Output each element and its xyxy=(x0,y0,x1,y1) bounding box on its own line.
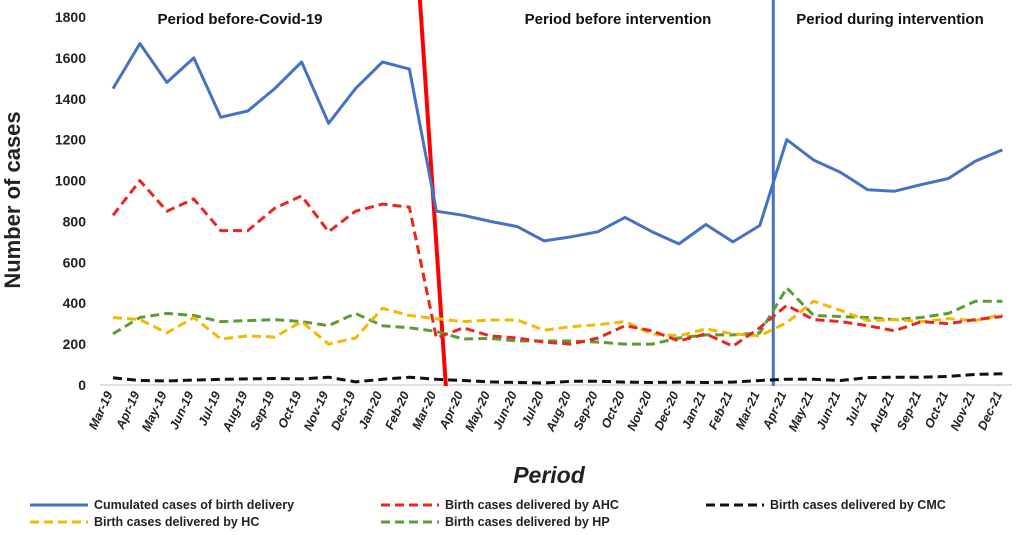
x-tick-label: Jun-19 xyxy=(167,389,197,431)
x-tick-label: Apr-19 xyxy=(113,389,143,432)
legend-label-4: Birth cases delivered by HP xyxy=(445,515,610,529)
x-tick-label: Aug-21 xyxy=(866,389,897,434)
x-tick-label: Nov-19 xyxy=(301,389,331,433)
y-tick-label: 1400 xyxy=(55,91,86,107)
period-label-2: Period during intervention xyxy=(796,11,984,28)
series-line-3 xyxy=(112,299,1003,346)
x-tick-label: Jan-20 xyxy=(356,389,385,431)
y-tick-label: 1200 xyxy=(55,132,86,148)
x-tick-label: Feb-20 xyxy=(382,389,412,431)
y-axis-title: Number of cases xyxy=(0,111,25,288)
x-tick-label: May-21 xyxy=(786,389,817,433)
x-tick-label: Dec-21 xyxy=(975,389,1005,432)
period-label-1: Period before intervention xyxy=(525,11,712,28)
y-tick-label: 1000 xyxy=(55,173,86,189)
x-tick-label: Dec-19 xyxy=(328,389,358,432)
x-tick-label: Nov-20 xyxy=(624,389,654,433)
x-tick-label: Jun-21 xyxy=(814,389,844,431)
x-tick-label: Jul-19 xyxy=(196,389,224,428)
x-tick-label: Oct-21 xyxy=(922,389,951,430)
y-tick-label: 600 xyxy=(63,254,87,270)
x-tick-label: May-19 xyxy=(139,389,170,433)
legend-label-3: Birth cases delivered by HC xyxy=(94,515,259,529)
x-tick-label: Jul-20 xyxy=(519,389,547,428)
series-line-2 xyxy=(112,372,1003,385)
y-tick-label: 1600 xyxy=(55,50,86,66)
period-label-0: Period before-Covid-19 xyxy=(157,11,322,28)
y-tick-label: 400 xyxy=(63,295,87,311)
x-tick-label: Jul-21 xyxy=(842,389,870,428)
x-tick-label: Apr-21 xyxy=(760,389,790,432)
x-tick-label: Apr-20 xyxy=(436,389,466,432)
x-tick-label: Mar-21 xyxy=(733,389,763,431)
x-tick-label: Sep-20 xyxy=(571,389,601,432)
x-tick-label: Mar-20 xyxy=(409,389,439,431)
x-tick-label: Mar-19 xyxy=(86,389,116,431)
legend: Cumulated cases of birth delivery Birth c… xyxy=(30,498,946,529)
series-line-0 xyxy=(111,42,1003,246)
x-axis-title: Period xyxy=(513,462,586,488)
x-tick-label: Aug-20 xyxy=(543,389,574,434)
x-tick-label: Oct-20 xyxy=(599,389,628,430)
x-tick-label: Jun-20 xyxy=(490,389,520,431)
x-tick-label: May-20 xyxy=(462,389,493,433)
x-tick-label: Oct-19 xyxy=(275,389,304,430)
x-tick-label: Feb-21 xyxy=(706,389,736,431)
x-tick-label: Nov-21 xyxy=(948,389,978,433)
x-tick-label: Aug-19 xyxy=(219,389,250,434)
legend-label-2: Birth cases delivered by CMC xyxy=(770,498,946,512)
legend-label-1: Birth cases delivered by AHC xyxy=(445,498,619,512)
x-tick-label: Dec-20 xyxy=(652,389,682,432)
series-line-1 xyxy=(111,179,1003,348)
x-tick-label: Jan-21 xyxy=(679,389,708,431)
legend-label-0: Cumulated cases of birth delivery xyxy=(94,498,294,512)
x-tick-label: Sep-19 xyxy=(247,389,277,432)
y-tick-label: 200 xyxy=(63,336,87,352)
y-tick-label: 1800 xyxy=(55,9,86,25)
x-tick-label: Sep-21 xyxy=(894,389,924,432)
y-tick-label: 0 xyxy=(78,377,86,393)
y-tick-label: 800 xyxy=(63,213,87,229)
